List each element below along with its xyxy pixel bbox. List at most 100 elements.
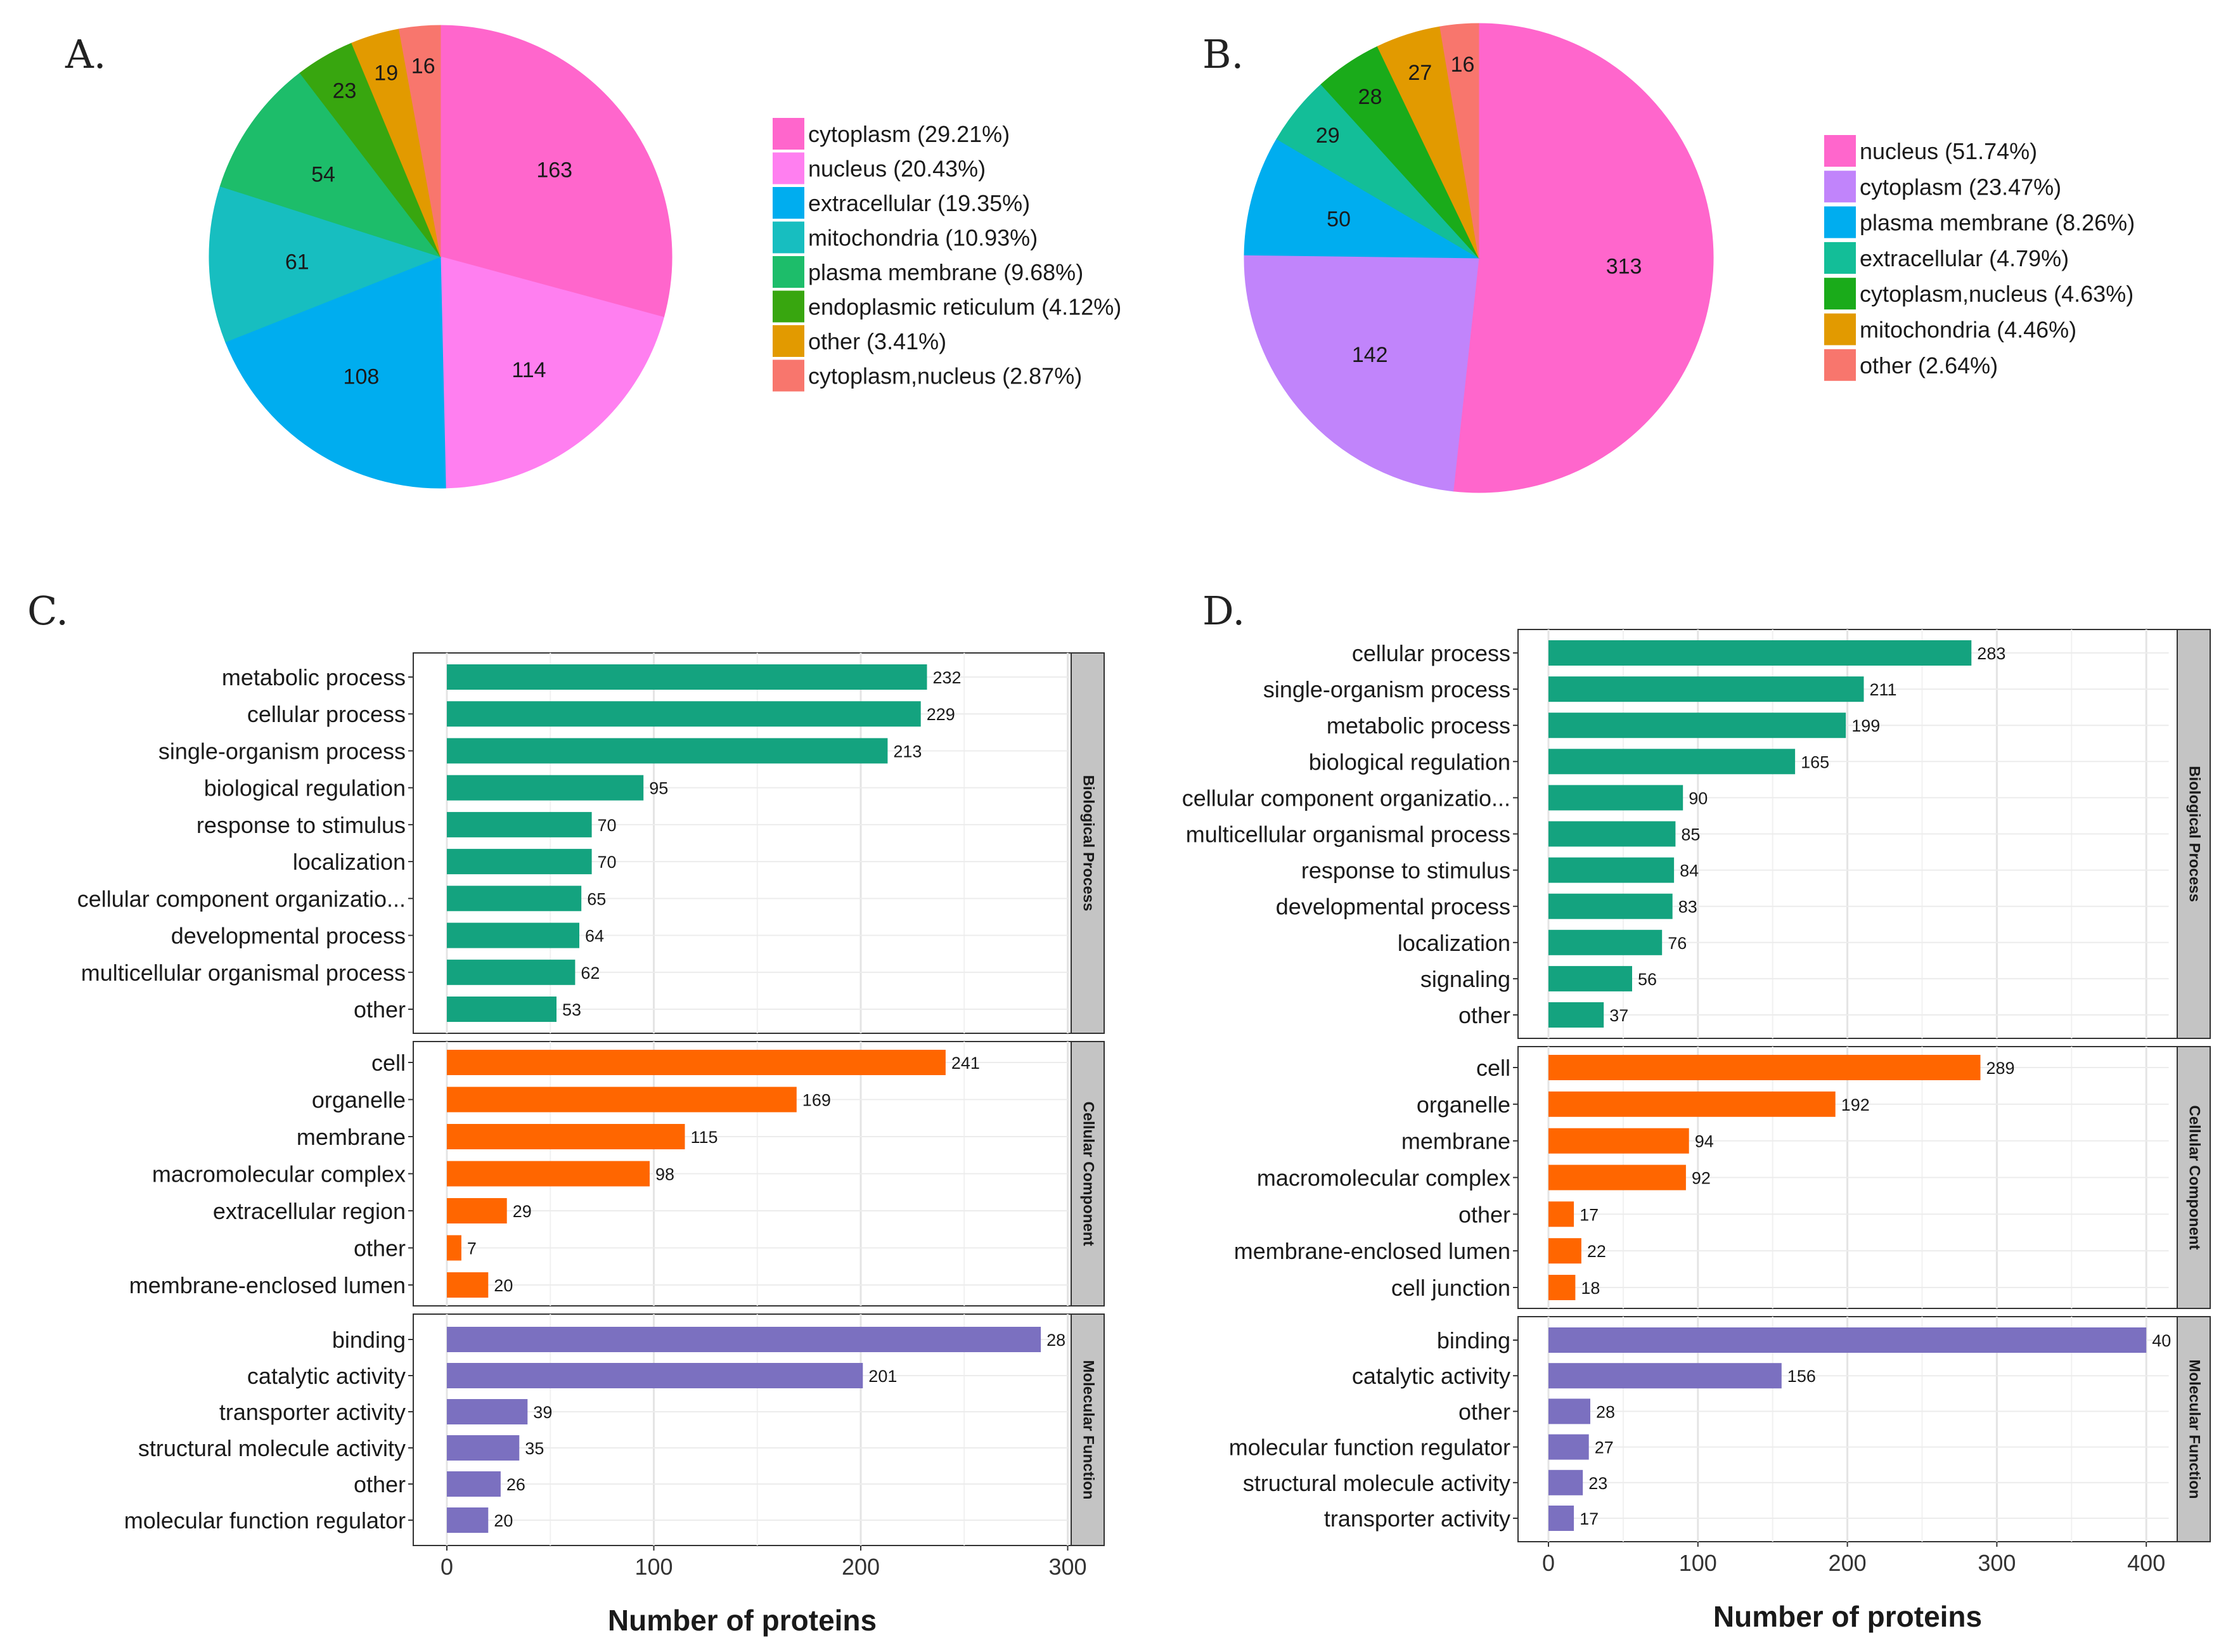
pie-slice [1244,254,1479,492]
legend-swatch [1824,349,1856,381]
bar [447,1124,685,1149]
category-label: transporter activity [1324,1506,1510,1532]
bar-value-label: 39 [533,1403,552,1422]
category-label: cellular process [1352,640,1510,666]
bar-value-label: 211 [1870,680,1897,699]
category-label: cellular component organizatio... [77,886,406,912]
pie-chart-a: 163 cytoplasm (29.21%) 114 nucleus (20.43%)… [209,25,1121,489]
legend-swatch [1824,171,1856,203]
legend-label: cytoplasm,nucleus (2.87%) [808,363,1082,389]
pie-chart-b: 313 nucleus (51.74%) 142 cytoplasm (23.47%)… [1244,23,2135,493]
bar-value-label: 213 [893,742,922,761]
bar-value-label: 20 [494,1511,513,1530]
pie-slice [1453,23,1714,493]
bar [1548,1327,2147,1353]
bar-value-label: 156 [1787,1367,1816,1386]
facet-panel [413,1313,1072,1546]
category-label: biological regulation [204,775,406,801]
slice-value-label: 313 [1606,255,1642,279]
bar [1548,1506,1574,1531]
bar [447,1161,650,1187]
legend-label: plasma membrane (9.68%) [808,259,1083,285]
legend-label: nucleus (20.43%) [808,156,986,182]
bar [447,664,927,690]
bar-value-label: 29 [513,1202,532,1221]
x-axis-title: Number of proteins [608,1604,877,1637]
bar-value-label: 23 [1588,1474,1607,1493]
bar [1548,749,1796,775]
category-label: other [1458,1201,1510,1227]
legend-swatch [1824,313,1856,345]
legend-swatch [773,221,804,254]
bar [1548,676,1864,702]
category-label: other [354,1471,406,1497]
legend-swatch [773,118,804,150]
bar [1548,857,1675,883]
pie-slice [209,186,442,343]
bar-value-label: 28 [1046,1331,1065,1350]
bar-value-label: 83 [1678,898,1697,917]
legend-swatch [1824,242,1856,274]
bar-value-label: 169 [802,1091,831,1110]
x-tick-label: 0 [1542,1550,1555,1576]
bar-value-label: 241 [951,1054,980,1073]
bar [1548,965,1632,991]
category-label: response to stimulus [196,812,406,838]
facet-strip-label: Molecular Function [2186,1359,2203,1499]
bar-value-label: 165 [1801,752,1829,771]
legend-label: endoplasmic reticulum (4.12%) [808,294,1121,320]
category-label: signaling [1420,966,1510,992]
panel-label-c: C. [27,588,68,634]
legend-label: extracellular (4.79%) [1860,245,2069,271]
bar [447,1235,461,1261]
panel-label-a: A. [65,31,106,77]
category-label: cell [1476,1055,1510,1081]
category-label: binding [1437,1327,1510,1353]
legend-swatch [1824,278,1856,310]
bar [447,1327,1041,1352]
legend-label: mitochondria (10.93%) [808,225,1038,251]
legend-swatch [1824,206,1856,238]
bar [1548,929,1663,955]
category-label: membrane-enclosed lumen [1234,1238,1510,1264]
bar [447,1471,501,1497]
bar-value-label: 92 [1692,1169,1711,1188]
facet-strip [1071,1313,1105,1546]
bar-chart-d: 283 cellular process 211 single-organism pr… [1182,629,2216,1633]
category-label: cell [371,1050,406,1076]
bar-value-label: 94 [1695,1132,1714,1151]
bar-value-label: 232 [933,668,962,687]
bar [1548,1275,1576,1300]
bar-value-label: 7 [467,1239,477,1258]
bar [447,886,582,912]
category-label: cellular process [247,701,406,727]
category-label: response to stimulus [1301,858,1510,884]
bar [447,1363,863,1388]
bar-value-label: 65 [587,889,606,908]
bar-value-label: 35 [525,1439,544,1458]
bar [447,1198,507,1223]
category-label: cell junction [1391,1275,1510,1301]
category-label: macromolecular complex [152,1161,406,1187]
bar-value-label: 37 [1609,1006,1628,1025]
bar [1548,1055,1981,1080]
bar-value-label: 201 [868,1367,897,1386]
bar-value-label: 85 [1681,825,1700,844]
pie-slice [440,256,664,489]
legend-label: nucleus (51.74%) [1860,138,2037,164]
category-label: other [354,997,406,1023]
pie-slice [440,25,672,318]
category-label: molecular function regulator [1229,1435,1510,1461]
bar [1548,1002,1604,1028]
pie-slice [399,25,441,257]
facet-strip [1071,652,1105,1034]
bar [1548,821,1676,847]
slice-value-label: 16 [1451,53,1475,77]
bar-value-label: 22 [1587,1242,1606,1261]
legend-label: other (3.41%) [808,328,946,354]
slice-value-label: 108 [344,365,380,389]
bar [447,1087,797,1113]
bar [447,1507,489,1533]
bar-value-label: 20 [494,1276,513,1295]
